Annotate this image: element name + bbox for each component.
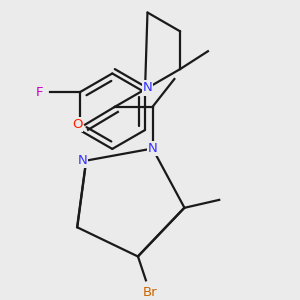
Text: N: N <box>77 154 87 167</box>
Text: F: F <box>36 86 44 99</box>
Text: N: N <box>142 82 152 94</box>
Text: O: O <box>72 118 82 131</box>
Text: Br: Br <box>142 286 157 299</box>
Text: N: N <box>148 142 158 155</box>
